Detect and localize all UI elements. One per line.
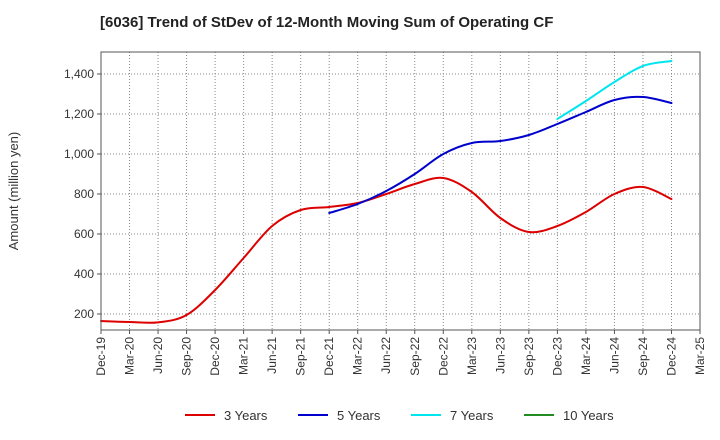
x-tick-label: Jun-23 [493,337,507,374]
y-tick-label: 1,400 [64,67,94,81]
x-tick-label: Mar-22 [351,337,365,375]
plot-area [101,52,700,330]
chart-title: [6036] Trend of StDev of 12-Month Moving… [100,14,553,31]
x-tick-label: Mar-24 [579,337,593,375]
x-tick-label: Dec-21 [322,337,336,376]
x-tick-label: Mar-20 [123,337,137,375]
series-line-3 [556,60,673,120]
grid [101,52,700,330]
x-tick-label: Mar-21 [237,337,251,375]
series-line-2 [328,95,673,214]
x-tick-label: Jun-24 [607,337,621,374]
y-tick-label: 400 [74,267,94,281]
x-tick-label: Mar-23 [465,337,479,375]
plot-frame [100,51,701,331]
x-tick-label: Dec-20 [208,337,222,376]
x-tick-label: Dec-24 [664,337,678,376]
legend-label: 7 Years [450,408,494,423]
series-line-1 [100,176,673,324]
x-tick-label: Jun-21 [265,337,279,374]
x-tick-label: Dec-23 [550,337,564,376]
x-axis-ticks: Dec-19 Mar-20 Jun-20 Sep-20 Dec-20 Mar-21 Jun-… [94,330,707,376]
legend-label: 3 Years [224,408,268,423]
legend-label: 5 Years [337,408,381,423]
y-axis-ticks: 200 400 600 800 1,000 1,200 1,400 [64,67,101,321]
y-tick-label: 800 [74,187,94,201]
x-tick-label: Sep-24 [636,337,650,376]
y-tick-label: 1,000 [64,147,94,161]
x-tick-label: Sep-20 [180,337,194,376]
x-tick-label: Jun-22 [379,337,393,374]
x-tick-label: Jun-20 [151,337,165,374]
y-axis-label: Amount (million yen) [6,132,21,251]
x-tick-label: Mar-25 [693,337,707,375]
x-tick-label: Sep-22 [408,337,422,376]
legend-label: 10 Years [563,408,614,423]
x-tick-label: Dec-22 [436,337,450,376]
x-tick-label: Sep-23 [522,337,536,376]
y-tick-label: 600 [74,227,94,241]
legend: 3 Years 5 Years 7 Years 10 Years [185,408,614,423]
x-tick-label: Sep-21 [294,337,308,376]
x-tick-label: Dec-19 [94,337,108,376]
y-tick-label: 200 [74,307,94,321]
y-tick-label: 1,200 [64,107,94,121]
series-lines [100,60,673,324]
